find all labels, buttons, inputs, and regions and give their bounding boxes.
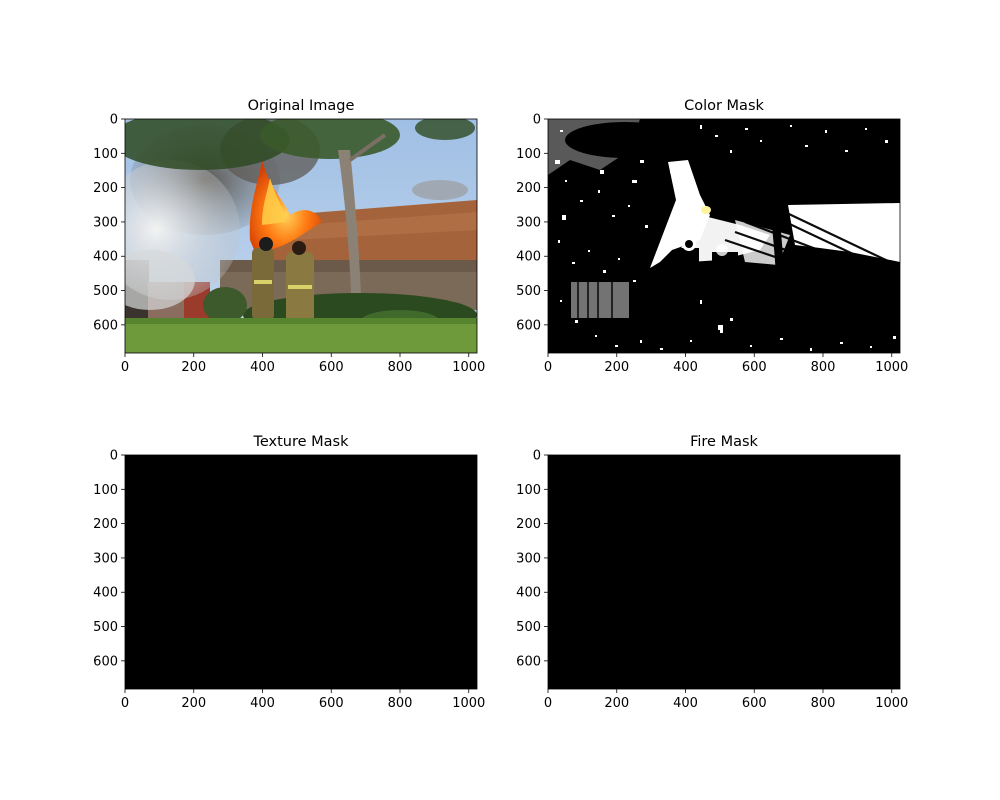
panel-title: Color Mask (684, 98, 764, 114)
y-tick-label: 600 (516, 318, 541, 333)
y-tick-label: 0 (533, 113, 541, 128)
y-tick-label: 500 (516, 284, 541, 299)
panel-title: Fire Mask (690, 434, 758, 450)
y-tick-label: 200 (516, 517, 541, 532)
y-tick-label: 400 (516, 250, 541, 265)
x-tick-label: 1000 (452, 360, 485, 375)
y-tick-label: 200 (93, 517, 118, 532)
y-tick-label: 300 (516, 215, 541, 230)
y-tick-label: 300 (93, 551, 118, 566)
y-tick-label: 300 (516, 551, 541, 566)
y-tick-label: 0 (533, 449, 541, 464)
original-image-panel: 0 200 400 600 800 1000 0 100 200 300 400 500 600 Ori… (93, 98, 485, 375)
y-tick-label: 600 (516, 654, 541, 669)
x-tick-label: 0 (121, 360, 129, 375)
x-tick-label: 600 (319, 360, 344, 375)
x-tick-label: 400 (250, 696, 275, 711)
y-tick-label: 100 (516, 147, 541, 162)
y-tick-label: 600 (93, 654, 118, 669)
x-tick-label: 600 (742, 696, 767, 711)
x-tick-label: 0 (544, 360, 552, 375)
y-tick-label: 0 (110, 449, 118, 464)
x-tick-label: 0 (121, 696, 129, 711)
x-tick-label: 600 (319, 696, 344, 711)
texture-mask-image (125, 455, 477, 689)
y-tick-label: 500 (93, 620, 118, 635)
x-tick-label: 200 (604, 696, 629, 711)
y-tick-label: 300 (93, 215, 118, 230)
color-mask-image (548, 119, 900, 353)
y-tick-label: 500 (516, 620, 541, 635)
texture-mask-panel: 0 200 400 600 800 1000 0 100 200 300 400 500 600 Tex… (93, 434, 485, 711)
x-tick-label: 400 (673, 360, 698, 375)
color-mask-panel: 0 200 400 600 800 1000 0 100 200 300 400 500 600 Col… (516, 98, 908, 375)
x-tick-label: 800 (811, 696, 836, 711)
x-tick-label: 0 (544, 696, 552, 711)
y-tick-label: 0 (110, 113, 118, 128)
y-tick-label: 100 (93, 483, 118, 498)
panel-title: Original Image (248, 98, 355, 114)
y-tick-label: 100 (516, 483, 541, 498)
x-tick-label: 800 (388, 360, 413, 375)
x-tick-label: 200 (181, 696, 206, 711)
x-tick-label: 800 (388, 696, 413, 711)
y-tick-label: 400 (93, 586, 118, 601)
x-tick-label: 1000 (875, 696, 908, 711)
y-tick-label: 400 (516, 586, 541, 601)
x-tick-label: 600 (742, 360, 767, 375)
y-tick-label: 400 (93, 250, 118, 265)
x-tick-label: 1000 (875, 360, 908, 375)
y-tick-label: 600 (93, 318, 118, 333)
x-tick-label: 400 (673, 696, 698, 711)
y-tick-label: 100 (93, 147, 118, 162)
x-tick-label: 800 (811, 360, 836, 375)
y-tick-label: 200 (93, 181, 118, 196)
fire-mask-panel: 0 200 400 600 800 1000 0 100 200 300 400 500 600 Fir… (516, 434, 908, 711)
y-tick-label: 500 (93, 284, 118, 299)
original-image-photo (125, 119, 477, 353)
x-tick-label: 200 (181, 360, 206, 375)
fire-mask-image (548, 455, 900, 689)
panel-title: Texture Mask (252, 434, 349, 450)
x-tick-label: 200 (604, 360, 629, 375)
y-tick-label: 200 (516, 181, 541, 196)
x-tick-label: 1000 (452, 696, 485, 711)
x-tick-label: 400 (250, 360, 275, 375)
